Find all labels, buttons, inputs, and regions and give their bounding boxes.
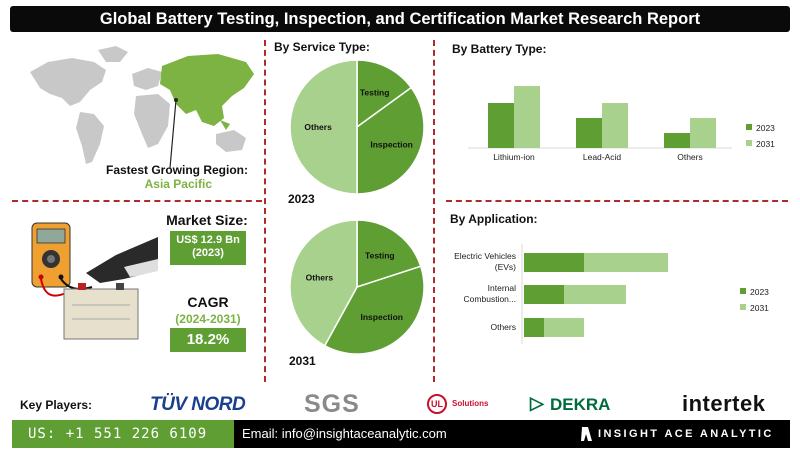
battery-category-label-0: Lithium-ion — [493, 152, 535, 162]
pie-label-testing: Testing — [360, 87, 390, 97]
divider-horizontal-right — [446, 200, 788, 202]
service-type-pie-2031: Testing Inspection Others — [289, 219, 425, 355]
market-size-value: US$ 12.9 Bn — [176, 234, 240, 246]
brand-logo-icon — [581, 427, 592, 441]
market-size-box: US$ 12.9 Bn (2023) — [170, 231, 246, 265]
application-bar-2-2023 — [524, 318, 544, 337]
pie-year-2031: 2031 — [289, 354, 316, 368]
application-category-label-2: Others — [490, 322, 516, 332]
tuv-nord-logo: TÜV NORD — [150, 394, 246, 415]
application-category-label-1: Internal Combustion... — [464, 283, 517, 304]
battery-legend-swatch-2023 — [746, 124, 752, 130]
battery-legend-swatch-2031 — [746, 140, 752, 146]
pie-label-testing: Testing — [365, 251, 395, 261]
divider-vertical-left — [264, 40, 266, 382]
pie-year-2023: 2023 — [288, 192, 315, 206]
world-map — [30, 46, 254, 169]
footer-phone[interactable]: US: +1 551 226 6109 — [12, 420, 234, 448]
cagr-label: CAGR — [187, 294, 229, 310]
pie-label-inspection: Inspection — [361, 312, 404, 322]
application-bar-0-2031 — [584, 253, 668, 272]
application-bar-2-2031 — [544, 318, 584, 337]
report-title: Global Battery Testing, Inspection, and … — [10, 6, 790, 32]
application-title: By Application: — [450, 212, 538, 226]
battery-bar-2-2031 — [690, 118, 716, 148]
intertek-logo: intertek — [682, 391, 766, 416]
sgs-logo: SGS — [304, 390, 360, 418]
battery-tester-illustration — [31, 222, 158, 340]
key-players-label: Key Players: — [20, 398, 93, 412]
cagr-value: 18.2% — [170, 328, 246, 352]
application-bar-1-2031 — [564, 285, 626, 304]
battery-type-bar-chart: Lithium-ion Lead-Acid Others 2023 2031 — [468, 86, 775, 162]
battery-legend-label-2023: 2023 — [756, 123, 775, 133]
asia-pacific-region — [160, 54, 254, 126]
market-size-label: Market Size: — [166, 212, 248, 228]
footer-email[interactable]: Email: info@insightaceanalytic.com — [242, 426, 447, 441]
application-bar-1-2023 — [524, 285, 564, 304]
application-legend-label-2031: 2031 — [750, 303, 769, 313]
service-type-title: By Service Type: — [274, 40, 370, 54]
service-type-pie-2023: Testing Inspection Others — [289, 59, 425, 195]
battery-bar-0-2031 — [514, 86, 540, 148]
battery-bar-1-2023 — [576, 118, 602, 148]
ul-logo: UL — [427, 394, 447, 414]
battery-category-label-2: Others — [677, 152, 703, 162]
divider-horizontal-left — [12, 200, 262, 202]
application-legend-label-2023: 2023 — [750, 287, 769, 297]
pie-slice-inspection — [356, 86, 425, 195]
pie-slice-inspection — [323, 265, 425, 355]
footer-bar — [234, 420, 790, 448]
ul-logo-text: UL — [431, 399, 443, 409]
pie-slice-testing — [356, 59, 413, 129]
battery-bar-0-2023 — [488, 103, 514, 148]
ul-solutions-text: Solutions — [452, 399, 489, 408]
pie-slice-testing — [356, 219, 422, 289]
divider-vertical-right — [433, 40, 435, 382]
fastest-region-label: Fastest Growing Region: — [105, 163, 248, 177]
pie-label-others: Others — [306, 272, 334, 282]
cagr-period: (2024-2031) — [175, 312, 241, 326]
dekra-logo: DEKRA — [550, 395, 611, 414]
application-legend-swatch-2031 — [740, 304, 746, 310]
battery-category-label-1: Lead-Acid — [583, 152, 622, 162]
battery-type-title: By Battery Type: — [452, 42, 547, 56]
battery-bar-1-2031 — [602, 103, 628, 148]
map-pointer — [169, 99, 177, 169]
battery-legend-label-2031: 2031 — [756, 139, 775, 149]
dekra-chevron-icon: ▷ — [530, 393, 544, 413]
pie-label-inspection: Inspection — [370, 140, 413, 150]
application-bar-chart: Electric Vehicles (EVs) Internal Combustion… — [454, 244, 769, 344]
pie-label-others: Others — [304, 122, 332, 132]
application-legend-swatch-2023 — [740, 288, 746, 294]
fastest-region-value: Asia Pacific — [144, 177, 212, 191]
pie-slice-others — [289, 59, 358, 195]
pie-slice-others — [289, 219, 358, 347]
application-category-label-0: Electric Vehicles (EVs) — [454, 251, 516, 272]
battery-bar-2-2023 — [664, 133, 690, 148]
market-size-year: (2023) — [192, 247, 224, 259]
footer-brand: INSIGHT ACE ANALYTIC — [598, 428, 774, 440]
application-bar-0-2023 — [524, 253, 584, 272]
